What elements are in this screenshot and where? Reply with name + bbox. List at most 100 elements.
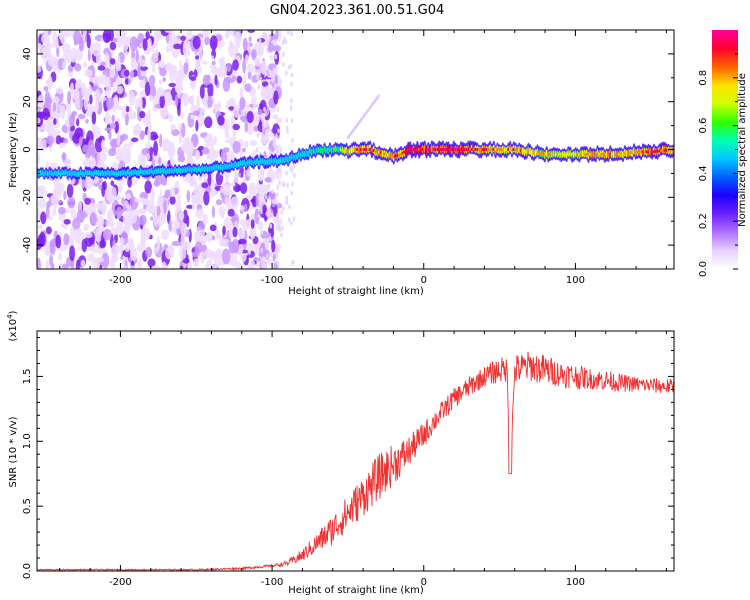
snr-plot-area xyxy=(37,351,674,571)
noise-cell xyxy=(181,122,186,138)
noise-cell xyxy=(201,182,209,189)
noise-cell xyxy=(140,71,147,77)
noise-cell xyxy=(106,220,111,226)
noise-cell xyxy=(245,194,252,199)
noise-cell xyxy=(110,122,116,129)
noise-cell xyxy=(102,30,112,43)
noise-cell xyxy=(111,251,116,265)
noise-cell xyxy=(218,205,226,217)
noise-cell xyxy=(139,130,145,140)
noise-cell xyxy=(167,114,174,122)
noise-cell xyxy=(71,110,77,117)
noise-cell xyxy=(206,237,212,243)
x-tick-label: -200 xyxy=(109,275,132,286)
noise-cell xyxy=(261,263,268,269)
noise-cell xyxy=(152,134,159,140)
noise-cell xyxy=(224,131,230,139)
noise-cell xyxy=(285,70,288,76)
noise-cell xyxy=(202,30,210,38)
noise-cell xyxy=(247,30,256,33)
noise-cell xyxy=(144,180,152,194)
noise-cell xyxy=(225,175,229,188)
noise-cell xyxy=(173,43,182,50)
noise-cell xyxy=(191,195,196,211)
noise-cell xyxy=(256,132,260,138)
noise-cell xyxy=(139,66,149,71)
noise-cell xyxy=(290,81,293,87)
noise-cell xyxy=(232,226,238,238)
noise-cell xyxy=(179,112,185,119)
noise-cell xyxy=(228,227,234,240)
noise-cell xyxy=(63,233,70,246)
noise-cell xyxy=(127,176,132,188)
noise-cell xyxy=(230,217,238,223)
noise-cell xyxy=(187,112,195,128)
noise-cell xyxy=(168,43,174,53)
noise-cell xyxy=(50,193,60,206)
noise-cell xyxy=(199,84,205,99)
noise-cell xyxy=(193,184,200,200)
noise-cell xyxy=(78,136,83,147)
spectrogram-x-axis-label: Height of straight line (km) xyxy=(288,286,424,297)
y-tick-label: -40 xyxy=(22,237,33,253)
noise-cell xyxy=(255,60,259,66)
noise-cell xyxy=(137,62,141,78)
noise-cell xyxy=(191,115,196,120)
noise-cell xyxy=(176,194,181,199)
noise-cell xyxy=(168,82,176,88)
noise-cell xyxy=(292,216,296,222)
noise-cell xyxy=(261,68,264,74)
noise-cell xyxy=(228,241,233,248)
noise-cell xyxy=(250,219,255,229)
noise-cell xyxy=(246,122,254,135)
noise-cell xyxy=(265,243,269,249)
noise-cell xyxy=(55,87,63,95)
noise-cell xyxy=(268,132,275,138)
noise-cell xyxy=(138,152,146,167)
noise-cell xyxy=(282,51,285,57)
noise-cell xyxy=(165,247,174,260)
multiplier-exponent: 4 xyxy=(6,314,14,319)
noise-cell xyxy=(138,197,147,203)
noise-cell xyxy=(72,133,82,144)
noise-cell xyxy=(274,258,277,264)
noise-cell xyxy=(98,249,102,255)
noise-cell xyxy=(250,97,255,104)
noise-cell xyxy=(271,188,274,194)
noise-cell xyxy=(52,208,57,216)
noise-cell xyxy=(178,211,184,221)
noise-cell xyxy=(115,30,124,40)
noise-cell xyxy=(76,209,85,223)
noise-cell xyxy=(153,140,159,156)
noise-cell xyxy=(109,41,117,51)
noise-cell xyxy=(226,30,230,38)
noise-cell xyxy=(76,118,80,127)
noise-cell xyxy=(101,252,110,269)
noise-cell xyxy=(250,259,256,269)
noise-cell xyxy=(100,139,106,151)
y-tick-label: 40 xyxy=(22,48,33,61)
noise-cell xyxy=(200,251,205,265)
noise-cell xyxy=(37,149,40,165)
noise-cell xyxy=(192,110,200,116)
noise-cell xyxy=(41,138,47,152)
noise-cell xyxy=(150,46,154,52)
noise-cell xyxy=(158,157,162,166)
noise-cell xyxy=(175,220,181,229)
noise-cell xyxy=(53,118,57,125)
noise-cell xyxy=(234,247,239,253)
noise-cell xyxy=(261,81,269,87)
noise-cell xyxy=(207,172,212,187)
noise-cell xyxy=(45,226,52,235)
noise-cell xyxy=(141,59,146,68)
noise-cell xyxy=(289,165,293,171)
noise-cell xyxy=(102,228,112,241)
noise-cell xyxy=(165,45,170,54)
noise-cell xyxy=(84,69,93,78)
noise-cell xyxy=(49,239,54,255)
noise-cell xyxy=(95,152,105,167)
noise-cell xyxy=(242,37,248,51)
noise-cell xyxy=(58,252,62,261)
noise-cell xyxy=(220,148,227,164)
